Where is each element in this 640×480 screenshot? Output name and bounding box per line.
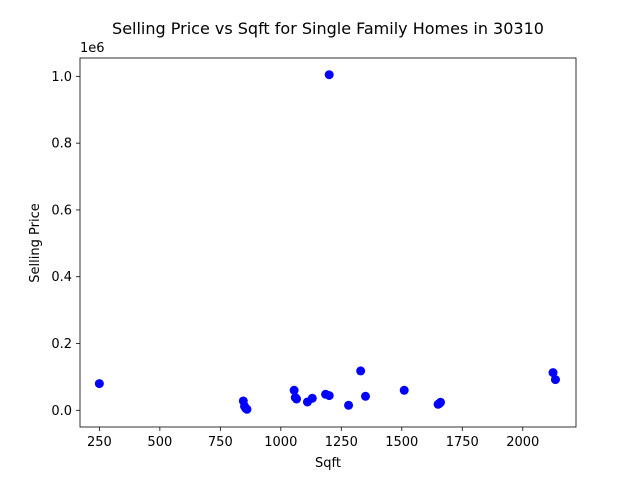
x-tick-label: 1500 bbox=[385, 435, 418, 450]
x-tick-label: 500 bbox=[147, 435, 172, 450]
plot-area: 250 500 750 1000 1250 1500 1750 2000 0.0 0.2 0.4 0.… bbox=[51, 57, 577, 450]
data-point bbox=[242, 404, 252, 414]
x-tick-label: 2000 bbox=[506, 435, 539, 450]
x-tick-label: 1750 bbox=[446, 435, 479, 450]
x-tick-label: 750 bbox=[208, 435, 233, 450]
y-tick-label: 0.8 bbox=[51, 137, 72, 152]
data-point bbox=[361, 391, 371, 401]
x-tick-label: 250 bbox=[87, 435, 112, 450]
data-point bbox=[307, 393, 317, 403]
y-axis-label: Selling Price bbox=[28, 203, 43, 282]
data-point bbox=[344, 400, 354, 410]
data-point bbox=[289, 385, 299, 395]
y-tick-label: 0.0 bbox=[51, 404, 72, 419]
data-point bbox=[548, 368, 558, 378]
y-tick-label: 1.0 bbox=[51, 70, 72, 85]
data-point bbox=[324, 391, 334, 401]
y-offset-text: 1e6 bbox=[80, 41, 105, 56]
x-tick-label: 1000 bbox=[264, 435, 297, 450]
y-tick-label: 0.2 bbox=[51, 337, 72, 352]
data-point bbox=[436, 397, 446, 407]
chart-title: Selling Price vs Sqft for Single Family … bbox=[112, 19, 544, 38]
data-point bbox=[399, 385, 409, 395]
x-tick-label: 1250 bbox=[325, 435, 358, 450]
y-tick-label: 0.6 bbox=[51, 203, 72, 218]
x-axis-label: Sqft bbox=[315, 456, 341, 471]
data-point bbox=[324, 70, 334, 80]
axes-frame bbox=[79, 57, 577, 428]
y-tick-label: 0.4 bbox=[51, 270, 72, 285]
data-point bbox=[292, 394, 302, 404]
data-point bbox=[550, 375, 560, 385]
data-point bbox=[94, 379, 104, 389]
data-point bbox=[356, 366, 366, 376]
